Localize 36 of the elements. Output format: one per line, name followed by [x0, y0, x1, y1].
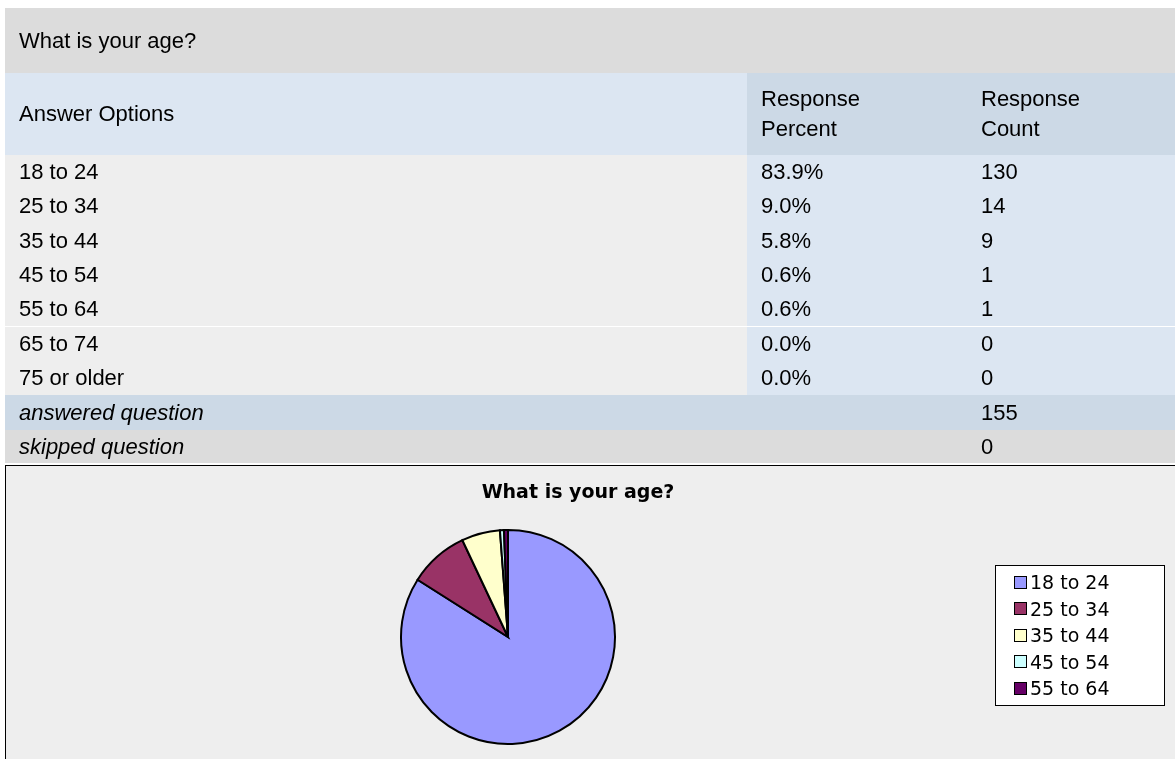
pie-slice [400, 529, 616, 745]
text: Response Percent [761, 85, 862, 143]
text: 5.8% [747, 223, 967, 258]
legend-label: 55 to 64 [1030, 676, 1110, 701]
category-label: 45 to 54 [19, 262, 99, 288]
text: 155 [967, 395, 1175, 431]
category-label: 75 or older [19, 364, 125, 390]
category-label: 35 to 44 [19, 227, 99, 253]
text: 0 [967, 360, 1175, 396]
text: 0 [967, 430, 1175, 464]
legend-label: 18 to 24 [1030, 570, 1110, 595]
text: 0.6% [747, 292, 967, 327]
text: What is your age? [5, 8, 1175, 73]
text: 14 [967, 189, 1175, 224]
text: 83.9% [747, 155, 967, 190]
category-label: 18 to 24 [19, 159, 99, 185]
text: 1 [967, 257, 1175, 293]
text: 0.0% [747, 326, 967, 361]
text: 0.6% [747, 257, 967, 293]
category-label: 25 to 34 [19, 193, 99, 219]
text: 130 [967, 155, 1175, 190]
legend-label: 25 to 34 [1030, 596, 1110, 622]
chart-title: What is your age? [480, 480, 676, 502]
legend-label: 45 to 54 [1030, 649, 1110, 675]
text: 0.0% [747, 360, 967, 396]
category-label: 55 to 64 [19, 296, 99, 322]
text: Response Count [981, 85, 1082, 143]
text: 9.0% [747, 189, 967, 224]
text: answered question [19, 399, 204, 426]
text: Answer Options [5, 73, 747, 155]
legend-label: 35 to 44 [1030, 623, 1110, 648]
text: 0 [967, 326, 1175, 361]
text: skipped question [19, 433, 185, 460]
text: 1 [967, 292, 1175, 327]
category-label: 65 to 74 [19, 330, 99, 356]
text: 9 [967, 223, 1175, 258]
